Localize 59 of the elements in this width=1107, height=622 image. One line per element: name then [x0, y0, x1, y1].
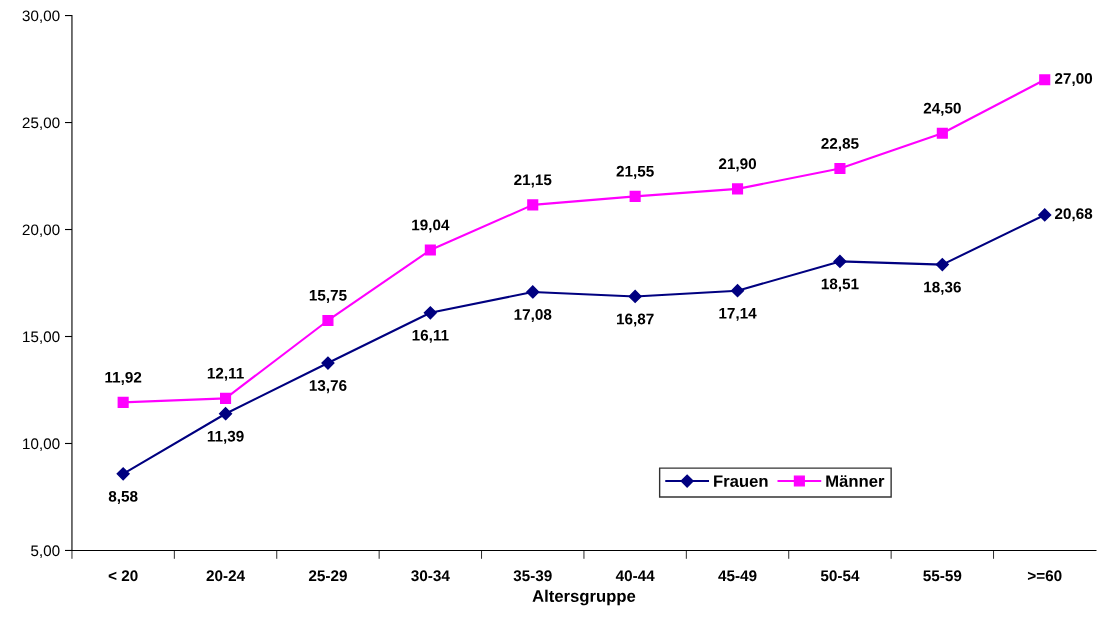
- data-label: 19,04: [412, 219, 450, 233]
- x-tick-label: 30-34: [411, 570, 450, 582]
- point: [219, 392, 232, 404]
- legend-label: Frauen: [714, 475, 768, 488]
- y-tick-label: 10,00: [23, 438, 60, 451]
- data-label: 11,39: [207, 430, 244, 444]
- x-tick-label: 45-49: [718, 570, 757, 582]
- y-tick-label: 5,00: [31, 545, 60, 558]
- y-tick-label: 30,00: [22, 10, 60, 24]
- x-tick-label: 25-29: [308, 570, 347, 582]
- point: [527, 199, 539, 211]
- point: [936, 127, 948, 139]
- point: [322, 314, 334, 327]
- y-tick-label: 15,00: [23, 331, 60, 344]
- point: [935, 258, 949, 272]
- point: [526, 285, 540, 299]
- data-label: 11,92: [105, 371, 142, 385]
- data-label: 8,58: [108, 490, 138, 504]
- point: [116, 467, 130, 481]
- data-label: 16,11: [412, 329, 449, 343]
- data-label: 21,15: [514, 174, 552, 188]
- data-label: 18,36: [924, 281, 961, 295]
- point: [424, 244, 436, 256]
- x-tick-label: 50-54: [820, 570, 860, 582]
- point: [730, 284, 745, 298]
- point: [218, 407, 233, 421]
- data-label: 20,68: [1054, 208, 1093, 222]
- y-tick-label: 20,00: [22, 224, 60, 238]
- data-label: 22,85: [821, 138, 859, 152]
- y-tick-label: 25,00: [22, 117, 60, 131]
- point: [833, 254, 847, 268]
- data-label: 27,00: [1054, 73, 1093, 87]
- point: [731, 183, 744, 195]
- data-label: 17,08: [514, 309, 552, 323]
- x-tick-label: 40-44: [615, 570, 655, 582]
- data-label: 24,50: [923, 102, 961, 116]
- x-tick-label: >=60: [1027, 570, 1062, 582]
- point: [321, 356, 335, 370]
- x-tick-label: < 20: [108, 570, 138, 582]
- data-label: 13,76: [309, 380, 347, 394]
- data-label: 15,75: [309, 290, 347, 303]
- point: [423, 306, 437, 320]
- point: [834, 162, 846, 175]
- legend-label: Männer: [826, 475, 885, 488]
- point: [628, 289, 642, 304]
- data-label: 16,87: [616, 313, 654, 327]
- point: [629, 190, 641, 202]
- x-tick-label: 20-24: [206, 570, 246, 582]
- data-label: 21,55: [616, 165, 654, 179]
- data-label: 12,11: [207, 367, 244, 381]
- x-tick-label: 35-39: [513, 570, 552, 582]
- x-axis-title: Altersgruppe: [532, 589, 636, 606]
- point: [1038, 208, 1052, 222]
- point: [1039, 74, 1051, 86]
- x-tick-label: 55-59: [923, 570, 962, 582]
- data-label: 18,51: [821, 278, 859, 292]
- data-label: 21,90: [718, 158, 757, 172]
- data-label: 17,14: [719, 307, 757, 321]
- point: [117, 396, 129, 408]
